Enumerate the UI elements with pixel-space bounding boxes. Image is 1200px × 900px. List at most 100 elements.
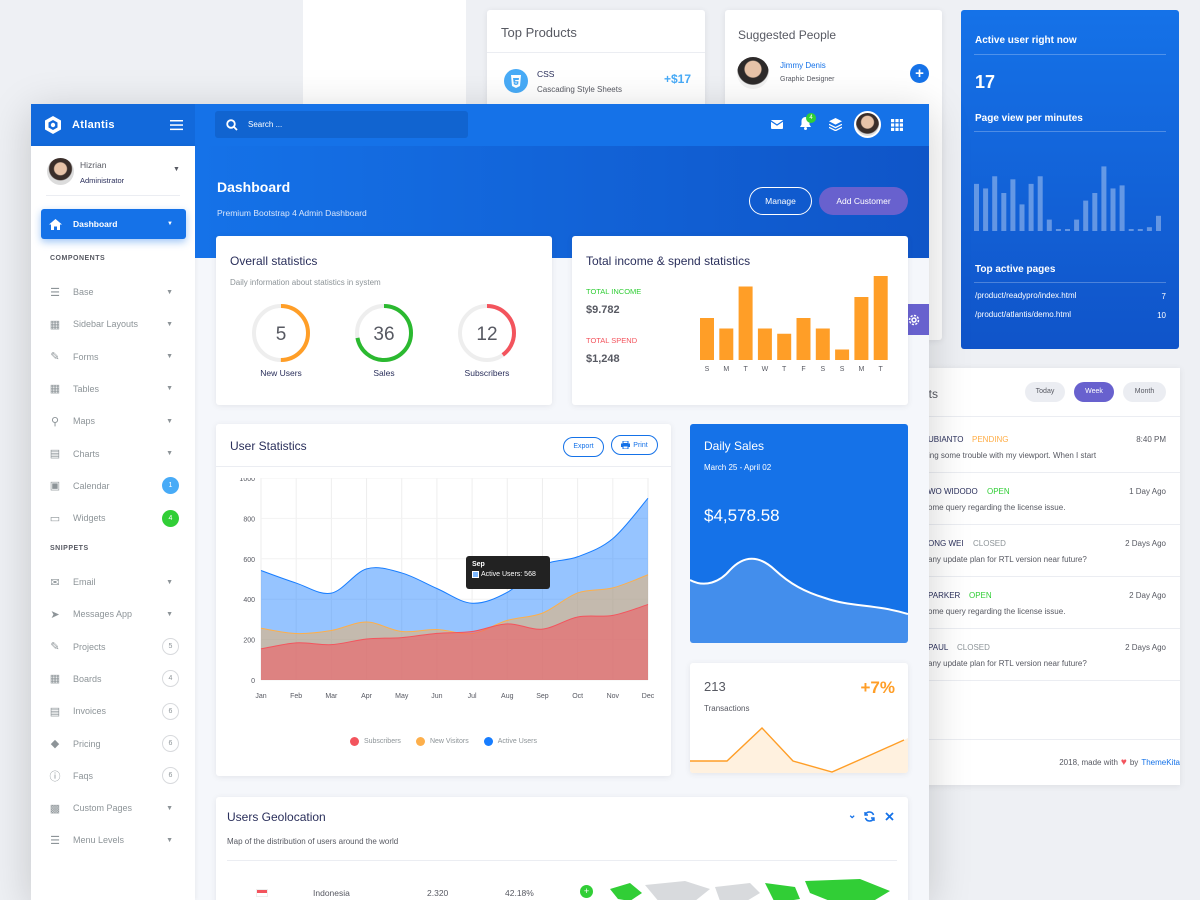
- income-bar: [815, 328, 830, 360]
- sidebar-item-label: Tables: [73, 383, 100, 394]
- x-tick-label: Sep: [536, 693, 549, 700]
- add-customer-button[interactable]: Add Customer: [819, 187, 908, 215]
- sidebar-item-forms[interactable]: ✎ Forms ▼: [31, 341, 195, 373]
- avatar[interactable]: [47, 158, 74, 185]
- ticket-row[interactable]: UBIANTO PENDING 8:40 PM ing some trouble wi…: [908, 421, 1180, 473]
- ticket-row[interactable]: WO WIDODO OPEN 1 Day Ago ome query regardin…: [908, 473, 1180, 525]
- legend-item[interactable]: New Visitors: [415, 737, 469, 746]
- page-url[interactable]: /product/atlantis/demo.html: [975, 310, 1072, 319]
- caret-down-icon[interactable]: ▼: [173, 166, 180, 173]
- search-icon[interactable]: [226, 118, 238, 131]
- sidebar-item-label: Projects: [73, 641, 106, 652]
- logo-header: Atlantis: [31, 104, 195, 146]
- legend-item[interactable]: Subscribers: [349, 737, 401, 746]
- divider: [908, 739, 1180, 740]
- sidebar-item-email[interactable]: ✉ Email ▼: [31, 566, 195, 598]
- top-products-title: Top Products: [501, 25, 577, 40]
- divider: [974, 131, 1166, 132]
- chevron-down-icon[interactable]: ⌄: [848, 810, 857, 821]
- search-box[interactable]: Search ...: [215, 111, 468, 138]
- person-role: Graphic Designer: [780, 76, 835, 83]
- page-view-bar: [1028, 183, 1034, 231]
- page-view-bar: [1046, 219, 1052, 231]
- tab-month[interactable]: Month: [1123, 382, 1166, 402]
- menu-toggle-icon[interactable]: [170, 118, 183, 131]
- sidebar-item-charts[interactable]: ▤ Charts ▼: [31, 438, 195, 470]
- footer-by: by: [1129, 758, 1139, 767]
- sidebar-item-calendar[interactable]: ▣ Calendar 1: [31, 470, 195, 502]
- sidebar-item-boards[interactable]: ▦ Boards 4: [31, 663, 195, 695]
- page-view-bar: [974, 183, 979, 231]
- sidebar-item-invoices[interactable]: ▤ Invoices 6: [31, 695, 195, 727]
- sidebar-item-widgets[interactable]: ▭ Widgets 4: [31, 502, 195, 534]
- ticket-status: CLOSED: [973, 539, 1006, 548]
- sidebar-item-base[interactable]: ☰ Base ▼: [31, 276, 195, 308]
- ticket-row[interactable]: PAUL CLOSED 2 Days Ago any update plan for …: [908, 629, 1180, 681]
- legend-item[interactable]: Active Users: [483, 737, 537, 746]
- sidebar-item-label: Forms: [73, 351, 99, 362]
- tooltip-swatch: [472, 571, 479, 578]
- ticket-row[interactable]: PARKER OPEN 2 Day Ago ome query regarding t…: [908, 577, 1180, 629]
- page-view-bar: [1037, 176, 1043, 231]
- manage-button[interactable]: Manage: [749, 187, 812, 215]
- tooltip-title: Sep: [472, 561, 485, 568]
- sidebar-item-dashboard[interactable]: Dashboard ▼: [41, 209, 186, 239]
- user-avatar[interactable]: [854, 111, 881, 138]
- total-spend-label: TOTAL SPEND: [586, 336, 638, 345]
- ticket-name: PARKER: [928, 591, 961, 600]
- components-heading: COMPONENTS: [50, 255, 106, 262]
- daily-sales-amount: $4,578.58: [704, 506, 780, 525]
- page-view-bar-chart: [974, 166, 1161, 231]
- print-button[interactable]: Print: [611, 435, 658, 455]
- tab-week[interactable]: Week: [1074, 382, 1114, 402]
- sidebar-item-label: Calendar: [73, 480, 110, 491]
- sidebar-item-custom-pages[interactable]: ▩ Custom Pages ▼: [31, 792, 195, 824]
- tab-today[interactable]: Today: [1025, 382, 1065, 402]
- y-tick-label: 400: [243, 597, 255, 604]
- atlantis-logo-icon: [45, 116, 61, 134]
- y-tick-label: 1000: [239, 478, 255, 483]
- export-button[interactable]: Export: [563, 435, 604, 457]
- user-statistics-area-chart: 0 200 400 600 800 1000 Jan Feb Mar Apr May Jun Jul Au…: [239, 478, 655, 700]
- legend-dot: [415, 737, 425, 746]
- person-name[interactable]: Jimmy Denis: [780, 61, 826, 70]
- envelope-icon[interactable]: [771, 120, 783, 129]
- sidebar-item-sidebar-layouts[interactable]: ▦ Sidebar Layouts ▼: [31, 308, 195, 340]
- sidebar-item-menu-levels[interactable]: ☰ Menu Levels ▼: [31, 824, 195, 856]
- divider: [227, 860, 897, 861]
- overall-statistics-card: Overall statistics Daily information abo…: [216, 236, 552, 405]
- ticket-status: CLOSED: [957, 643, 990, 652]
- sidebar-item-label: Charts: [73, 448, 100, 459]
- legend-dot: [483, 737, 493, 746]
- desktop-icon: ▭: [49, 512, 61, 525]
- zoom-in-icon[interactable]: +: [580, 885, 593, 898]
- ticket-time: 2 Days Ago: [1125, 539, 1166, 548]
- ticket-row[interactable]: ONG WEI CLOSED 2 Days Ago any update plan f…: [908, 525, 1180, 577]
- sidebar: Hizrian Administrator ▼ Dashboard ▼ COMP…: [31, 146, 195, 900]
- search-input[interactable]: Search ...: [248, 120, 283, 129]
- country-name: Indonesia: [313, 888, 350, 898]
- sidebar-item-projects[interactable]: ✎ Projects 5: [31, 631, 195, 663]
- sidebar-item-faqs[interactable]: ⓘ Faqs 6: [31, 760, 195, 792]
- close-icon[interactable]: [885, 812, 894, 821]
- user-name[interactable]: Hizrian: [80, 160, 107, 170]
- total-income-label: TOTAL INCOME: [586, 287, 642, 296]
- sidebar-item-pricing[interactable]: ◆ Pricing 6: [31, 728, 195, 760]
- layers-icon[interactable]: [829, 118, 842, 131]
- x-tick-label: Oct: [572, 693, 583, 700]
- active-user-count: 17: [975, 72, 996, 92]
- grid-apps-icon[interactable]: [891, 119, 903, 131]
- page-view-bar: [1146, 227, 1152, 231]
- sidebar-item-tables[interactable]: ▦ Tables ▼: [31, 373, 195, 405]
- themekita-link[interactable]: ThemeKita: [1141, 758, 1180, 767]
- sidebar-item-maps[interactable]: ⚲ Maps ▼: [31, 405, 195, 437]
- add-person-icon[interactable]: +: [910, 64, 929, 83]
- divider: [974, 54, 1166, 55]
- page-url[interactable]: /product/readypro/index.html: [975, 291, 1077, 300]
- envelope-icon: ✉: [50, 576, 60, 589]
- y-tick-label: 200: [243, 638, 255, 645]
- refresh-icon[interactable]: [864, 811, 875, 822]
- x-tick-label: S: [840, 366, 845, 373]
- sidebar-item-messages-app[interactable]: ➤ Messages App ▼: [31, 598, 195, 630]
- gear-icon[interactable]: [907, 313, 921, 327]
